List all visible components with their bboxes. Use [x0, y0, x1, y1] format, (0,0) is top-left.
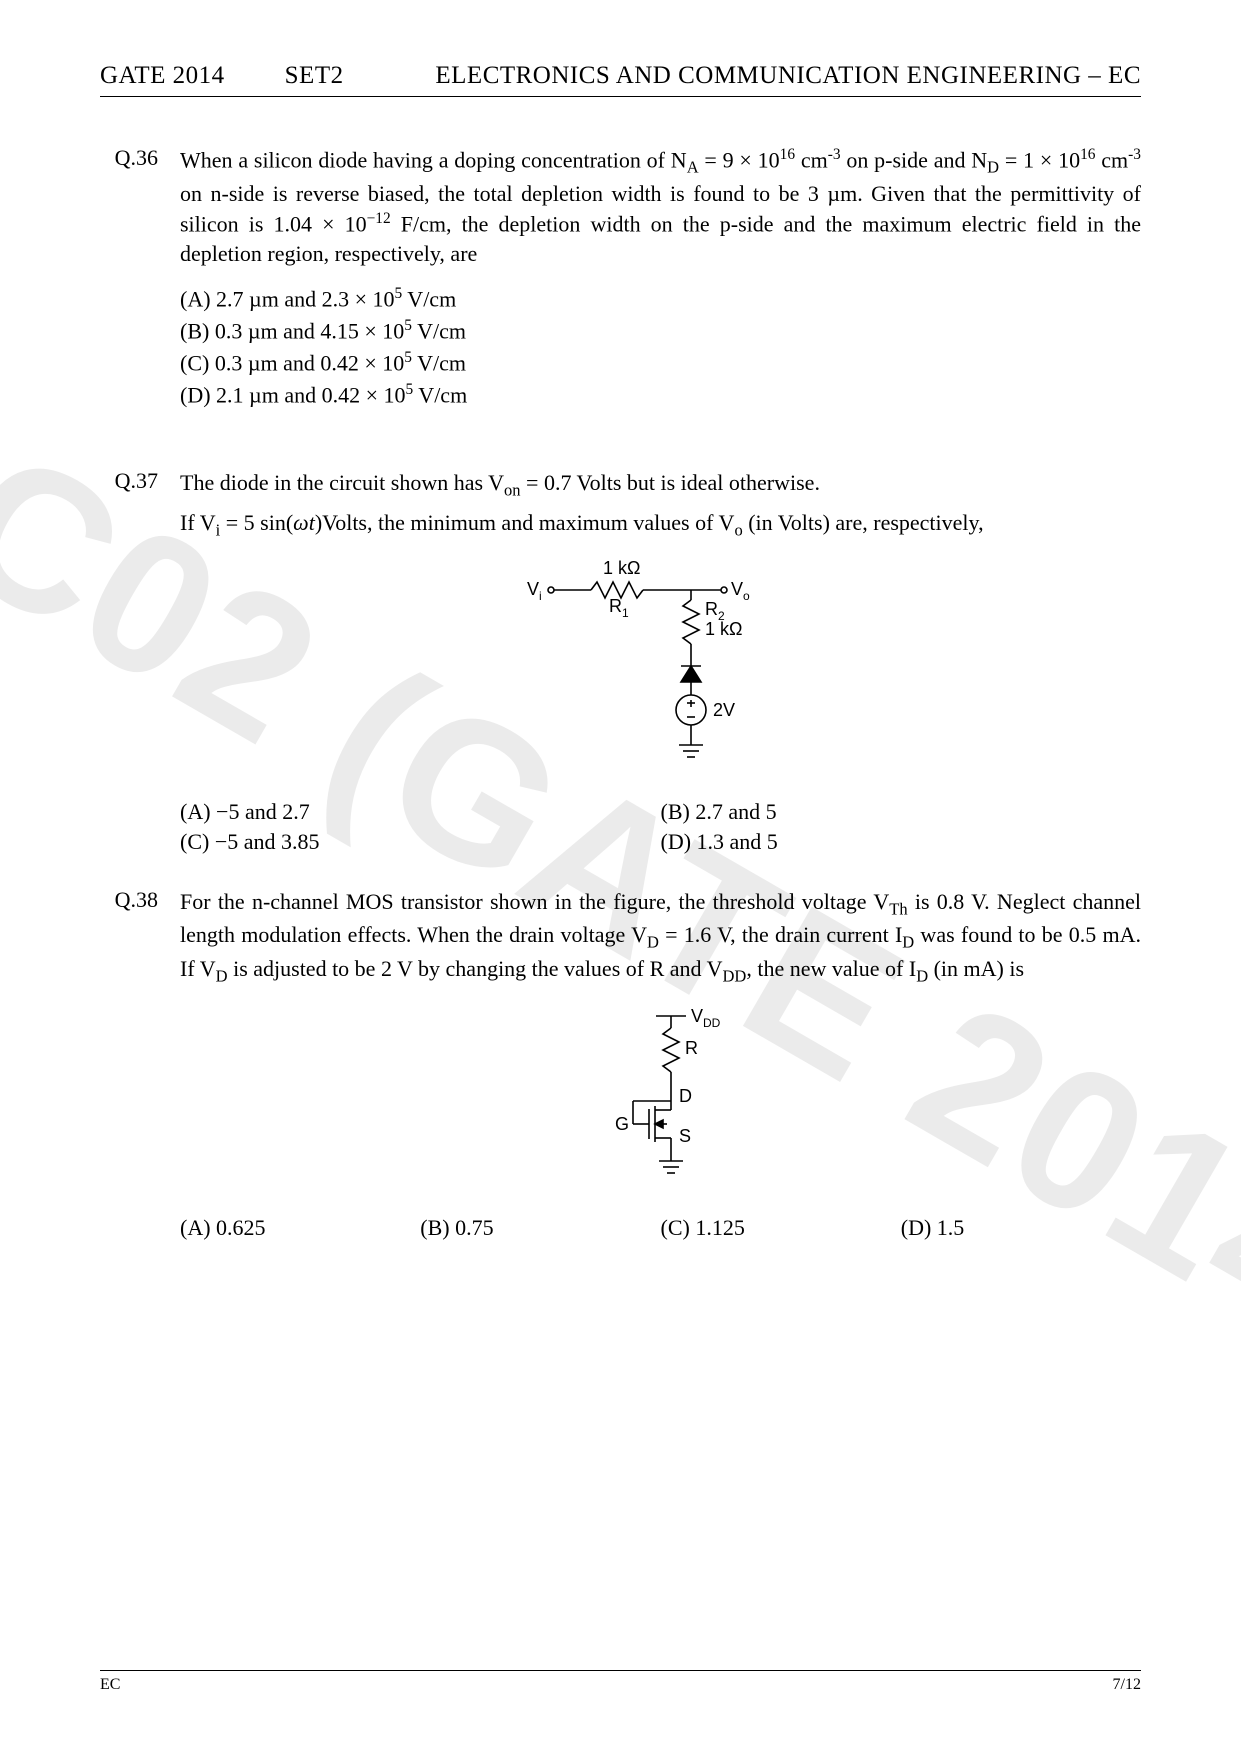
- g-label: G: [615, 1114, 629, 1134]
- option-c: (C) 0.3 µm and 0.42 × 105 V/cm: [180, 348, 1141, 378]
- footer-right: 7/12: [1113, 1676, 1141, 1694]
- option-b: (B) 0.3 µm and 4.15 × 105 V/cm: [180, 316, 1141, 346]
- question-36: Q.36 When a silicon diode having a dopin…: [100, 145, 1141, 412]
- s-label: S: [679, 1126, 691, 1146]
- question-body: For the n-channel MOS transistor shown i…: [180, 887, 1141, 1243]
- r1-label: R1: [609, 596, 629, 620]
- option-a: (A) 0.625: [180, 1213, 420, 1243]
- vdd-label: VDD: [691, 1006, 721, 1030]
- question-38: Q.38 For the n-channel MOS transistor sh…: [100, 887, 1141, 1243]
- option-d: (D) 1.3 and 5: [661, 827, 1142, 857]
- page: EC02 (GATE 2014) GATE 2014 SET2 ELECTRON…: [0, 0, 1241, 1754]
- question-text: For the n-channel MOS transistor shown i…: [180, 887, 1141, 988]
- vo-label: Vo: [731, 579, 750, 603]
- page-footer: EC 7/12: [100, 1670, 1141, 1694]
- question-line-2: If Vi = 5 sin(ωt)Volts, the minimum and …: [180, 508, 1141, 542]
- option-b: (B) 2.7 and 5: [661, 797, 1142, 827]
- question-body: When a silicon diode having a doping con…: [180, 145, 1141, 412]
- question-number: Q.36: [100, 145, 180, 412]
- header-left: GATE 2014: [100, 62, 225, 90]
- option-b: (B) 0.75: [420, 1213, 660, 1243]
- circuit-figure: VDD R D G S: [180, 1006, 1141, 1204]
- r2-value: 1 kΩ: [705, 619, 742, 639]
- option-d: (D) 1.5: [901, 1213, 1141, 1243]
- r1-value: 1 kΩ: [603, 560, 640, 578]
- option-d: (D) 2.1 µm and 0.42 × 105 V/cm: [180, 380, 1141, 410]
- question-37: Q.37 The diode in the circuit shown has …: [100, 468, 1141, 856]
- circuit-figure: Vi 1 kΩ R1 Vo R2 1 kΩ 2V: [180, 560, 1141, 788]
- question-text: When a silicon diode having a doping con…: [180, 145, 1141, 268]
- options: (A) −5 and 2.7 (B) 2.7 and 5 (C) −5 and …: [180, 797, 1141, 856]
- mosfet-circuit-svg: VDD R D G S: [571, 1006, 751, 1196]
- question-body: The diode in the circuit shown has Von =…: [180, 468, 1141, 856]
- option-a: (A) 2.7 µm and 2.3 × 105 V/cm: [180, 284, 1141, 314]
- diode-circuit-svg: Vi 1 kΩ R1 Vo R2 1 kΩ 2V: [521, 560, 801, 780]
- option-a: (A) −5 and 2.7: [180, 797, 661, 827]
- options: (A) 0.625 (B) 0.75 (C) 1.125 (D) 1.5: [180, 1213, 1141, 1243]
- d-label: D: [679, 1086, 692, 1106]
- question-number: Q.38: [100, 887, 180, 1243]
- question-number: Q.37: [100, 468, 180, 856]
- footer-left: EC: [100, 1676, 120, 1694]
- header-set: SET2: [285, 62, 344, 90]
- page-header: GATE 2014 SET2 ELECTRONICS AND COMMUNICA…: [100, 62, 1141, 97]
- question-line-1: The diode in the circuit shown has Von =…: [180, 468, 1141, 502]
- options: (A) 2.7 µm and 2.3 × 105 V/cm (B) 0.3 µm…: [180, 284, 1141, 410]
- vi-label: Vi: [527, 579, 542, 603]
- header-right: ELECTRONICS AND COMMUNICATION ENGINEERIN…: [435, 62, 1141, 90]
- r-label: R: [685, 1038, 698, 1058]
- option-c: (C) 1.125: [661, 1213, 901, 1243]
- vsrc-label: 2V: [713, 700, 735, 720]
- option-c: (C) −5 and 3.85: [180, 827, 661, 857]
